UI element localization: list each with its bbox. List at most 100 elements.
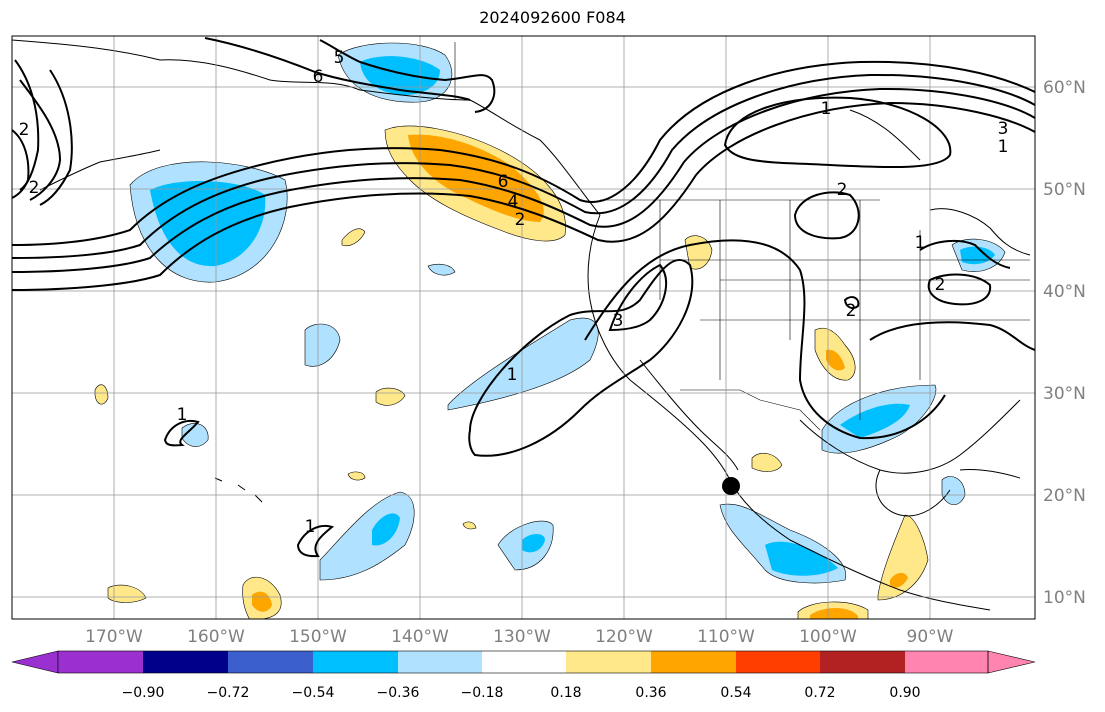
hudson-coast (849, 109, 921, 161)
colorbar-tick-label: −0.90 (122, 685, 165, 701)
contour-line (12, 87, 1035, 273)
contour-label: 1 (998, 137, 1009, 157)
lon-label: 90°W (907, 627, 954, 647)
longitude-labels: 170°W 160°W 150°W 140°W 130°W 120°W 110°… (85, 627, 954, 647)
colorbar-segment (398, 651, 482, 673)
lat-label: 60°N (1043, 78, 1086, 98)
lat-label: 20°N (1043, 486, 1086, 506)
cuba (959, 469, 1021, 479)
location-marker[interactable] (722, 477, 740, 495)
colorbar (11, 650, 1036, 674)
contour-label: 5 (334, 48, 345, 68)
map-title: 2024092600 F084 (479, 8, 626, 27)
mexico-pacific-coast (729, 479, 991, 611)
contour-line (919, 239, 1011, 269)
lon-label: 110°W (697, 627, 755, 647)
latitude-labels: 60°N 50°N 40°N 30°N 20°N 10°N (1043, 78, 1086, 608)
colorbar-segment (820, 651, 905, 673)
negative-anomaly-core (765, 541, 838, 576)
positive-anomaly-area (94, 384, 109, 405)
contour-label: 3 (998, 119, 1009, 139)
colorbar-tick-label: −0.36 (377, 685, 420, 701)
contour-label: 2 (935, 275, 946, 295)
positive-anomaly-area (347, 471, 366, 481)
positive-anomaly-area (375, 387, 406, 406)
lat-label: 50°N (1043, 180, 1086, 200)
contour-label: 2 (19, 120, 30, 140)
us-mexico-border (680, 389, 821, 431)
negative-anomaly-area (181, 423, 209, 447)
great-lakes (929, 208, 1031, 256)
colorbar-segment (736, 651, 820, 673)
contour-label: 3 (613, 311, 624, 331)
contour-line (927, 273, 992, 306)
yucatan (875, 469, 951, 517)
positive-anomaly-core (890, 572, 908, 588)
contour-line (296, 525, 335, 558)
colorbar-segment (905, 651, 988, 673)
contour-label: 2 (515, 210, 526, 230)
colorbar-segment (651, 651, 736, 673)
lon-label: 160°W (187, 627, 245, 647)
positive-anomaly-area (877, 514, 929, 601)
colorbar-frame (57, 650, 989, 674)
colorbar-extend-low (11, 650, 59, 674)
contour-line (12, 60, 1035, 246)
lon-label: 170°W (85, 627, 143, 647)
negative-anomaly-core (840, 403, 910, 438)
colorbar-tick-label: 0.18 (550, 685, 581, 701)
contour-label: 2 (29, 178, 40, 198)
colorbar-tick-label: 0.72 (804, 685, 835, 701)
lon-label: 120°W (595, 627, 653, 647)
colorbar-segment (228, 651, 313, 673)
contour-label: 1 (507, 365, 518, 385)
negative-anomaly-core (150, 180, 266, 267)
contour-line (468, 259, 694, 457)
map-border (11, 35, 1036, 620)
contour-line (19, 79, 62, 201)
colorbar-tick-label: −0.72 (207, 685, 250, 701)
state-lines (659, 200, 1030, 420)
positive-anomaly-core (826, 349, 845, 371)
contour-label: 2 (846, 301, 857, 321)
colorbar-segment (58, 651, 143, 673)
height-contours (12, 37, 1035, 558)
contour-line (12, 73, 1035, 259)
colorbar-extend-high (987, 650, 1036, 674)
colorbar-tick-label: 0.54 (720, 685, 751, 701)
negative-anomaly-area (427, 263, 456, 276)
lon-label: 140°W (391, 627, 449, 647)
contour-line (584, 239, 946, 440)
negative-anomaly-area (304, 323, 341, 367)
colorbar-tick-label: 0.90 (889, 685, 920, 701)
contour-label: 1 (915, 233, 926, 253)
contour-line (843, 296, 860, 309)
contour-line (39, 69, 73, 206)
lat-label: 40°N (1043, 282, 1086, 302)
colorbar-tick-label: −0.54 (292, 685, 335, 701)
colorbar-segment (566, 651, 651, 673)
positive-anomaly-area (107, 584, 147, 603)
contour-label: 6 (313, 67, 324, 87)
positive-anomaly-core (408, 134, 544, 222)
contour-line (608, 263, 668, 332)
contour-label: 1 (177, 405, 188, 425)
contour-label: 4 (508, 192, 519, 212)
baja-california (639, 359, 739, 471)
contour-line (869, 321, 1035, 351)
west-coast (587, 214, 731, 481)
contour-line (793, 191, 860, 240)
contour-label: 1 (305, 517, 316, 537)
contour-label: 2 (837, 180, 848, 200)
political-borders (454, 42, 1030, 431)
colorbar-segment (313, 651, 398, 673)
graticule (12, 36, 1035, 619)
lon-label: 130°W (493, 627, 551, 647)
colorbar-segment (482, 651, 566, 673)
lon-label: 100°W (799, 627, 857, 647)
contour-labels: 5 6 2 1 6 4 2 3 1 3 1 2 2 1 2 2 1 1 (19, 48, 1009, 537)
map-area (12, 36, 1035, 619)
positive-anomaly-area (462, 521, 477, 530)
contour-line (12, 101, 1035, 291)
lon-label: 150°W (289, 627, 347, 647)
